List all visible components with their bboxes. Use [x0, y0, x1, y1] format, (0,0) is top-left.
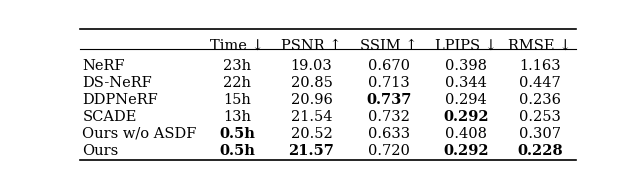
Text: PSNR ↑: PSNR ↑: [281, 39, 342, 53]
Text: RMSE ↓: RMSE ↓: [509, 39, 572, 53]
Text: NeRF: NeRF: [83, 59, 125, 73]
Text: 0.5h: 0.5h: [219, 127, 255, 141]
Text: Ours: Ours: [83, 144, 118, 158]
Text: Time ↓: Time ↓: [210, 39, 264, 53]
Text: 0.670: 0.670: [367, 59, 410, 73]
Text: 22h: 22h: [223, 76, 251, 90]
Text: DS-NeRF: DS-NeRF: [83, 76, 152, 90]
Text: 0.720: 0.720: [368, 144, 410, 158]
Text: SSIM ↑: SSIM ↑: [360, 39, 417, 53]
Text: 0.398: 0.398: [445, 59, 487, 73]
Text: 0.713: 0.713: [368, 76, 410, 90]
Text: 0.737: 0.737: [366, 93, 412, 107]
Text: LPIPS ↓: LPIPS ↓: [435, 39, 497, 53]
Text: 0.633: 0.633: [367, 127, 410, 141]
Text: 0.732: 0.732: [368, 110, 410, 124]
Text: 1.163: 1.163: [520, 59, 561, 73]
Text: 0.307: 0.307: [519, 127, 561, 141]
Text: 20.85: 20.85: [291, 76, 332, 90]
Text: 0.5h: 0.5h: [219, 144, 255, 158]
Text: 0.253: 0.253: [519, 110, 561, 124]
Text: 15h: 15h: [223, 93, 251, 107]
Text: 23h: 23h: [223, 59, 251, 73]
Text: DDPNeRF: DDPNeRF: [83, 93, 158, 107]
Text: 0.236: 0.236: [519, 93, 561, 107]
Text: 0.228: 0.228: [517, 144, 563, 158]
Text: 0.447: 0.447: [519, 76, 561, 90]
Text: 0.344: 0.344: [445, 76, 486, 90]
Text: 0.292: 0.292: [443, 144, 488, 158]
Text: Ours w/o ASDF: Ours w/o ASDF: [83, 127, 196, 141]
Text: 0.408: 0.408: [445, 127, 487, 141]
Text: 20.52: 20.52: [291, 127, 332, 141]
Text: SCADE: SCADE: [83, 110, 137, 124]
Text: 20.96: 20.96: [291, 93, 332, 107]
Text: 0.292: 0.292: [443, 110, 488, 124]
Text: 0.294: 0.294: [445, 93, 486, 107]
Text: 21.54: 21.54: [291, 110, 332, 124]
Text: 19.03: 19.03: [291, 59, 332, 73]
Text: 13h: 13h: [223, 110, 251, 124]
Text: 21.57: 21.57: [289, 144, 335, 158]
